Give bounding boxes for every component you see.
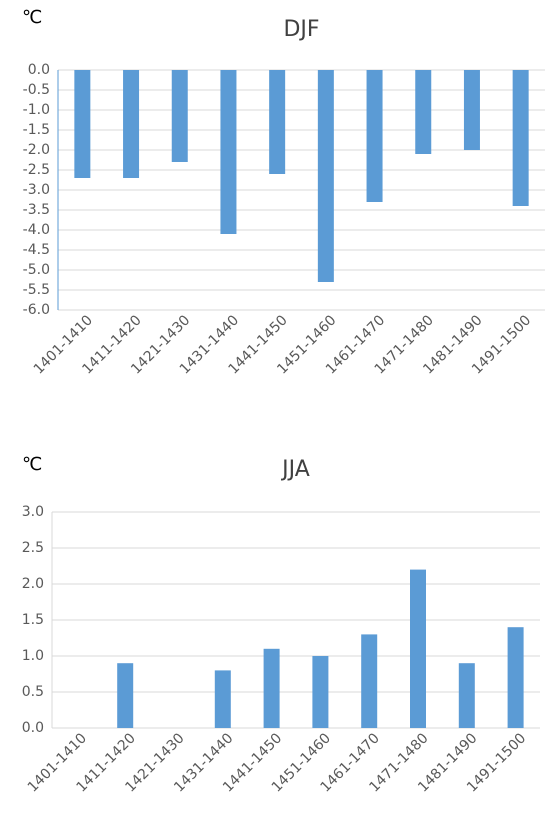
bar <box>463 70 480 150</box>
bar <box>220 70 237 234</box>
chart-title: JJA <box>280 457 310 482</box>
bar <box>214 670 231 728</box>
bar <box>507 627 524 728</box>
bar <box>415 70 432 154</box>
y-tick-label: -6.0 <box>23 302 50 318</box>
bar <box>512 70 529 206</box>
bar <box>123 70 140 178</box>
y-tick-label: -4.5 <box>23 242 50 258</box>
y-tick-label: 2.0 <box>22 576 44 592</box>
y-tick-label: -5.5 <box>23 282 50 298</box>
bar <box>171 70 188 162</box>
chart-title: DJF <box>283 17 319 42</box>
y-unit: ℃ <box>22 7 42 28</box>
y-tick-label: 0.0 <box>22 720 44 736</box>
bar <box>263 648 280 728</box>
y-tick-label: -0.5 <box>23 82 50 98</box>
y-tick-label: -2.0 <box>23 142 50 158</box>
y-tick-label: -5.0 <box>23 262 50 278</box>
bar <box>458 663 475 728</box>
bar <box>117 663 134 728</box>
bar <box>366 70 383 202</box>
bar <box>312 656 329 728</box>
y-tick-label: -1.5 <box>23 122 50 138</box>
y-tick-label: -4.0 <box>23 222 50 238</box>
y-tick-label: -3.5 <box>23 202 50 218</box>
bar <box>317 70 334 282</box>
bar <box>361 634 378 728</box>
bar <box>410 569 426 728</box>
y-tick-label: 2.5 <box>22 540 44 556</box>
y-tick-label: -3.0 <box>23 182 50 198</box>
y-tick-label: -1.0 <box>23 102 50 118</box>
y-tick-label: 0.0 <box>28 62 50 78</box>
y-tick-label: 1.5 <box>22 612 44 628</box>
y-tick-label: 3.0 <box>22 504 44 520</box>
y-tick-label: -2.5 <box>23 162 50 178</box>
bar <box>74 70 91 178</box>
bar <box>269 70 286 174</box>
y-unit: ℃ <box>22 454 42 475</box>
y-tick-label: 1.0 <box>22 648 44 664</box>
y-tick-label: 0.5 <box>22 684 44 700</box>
